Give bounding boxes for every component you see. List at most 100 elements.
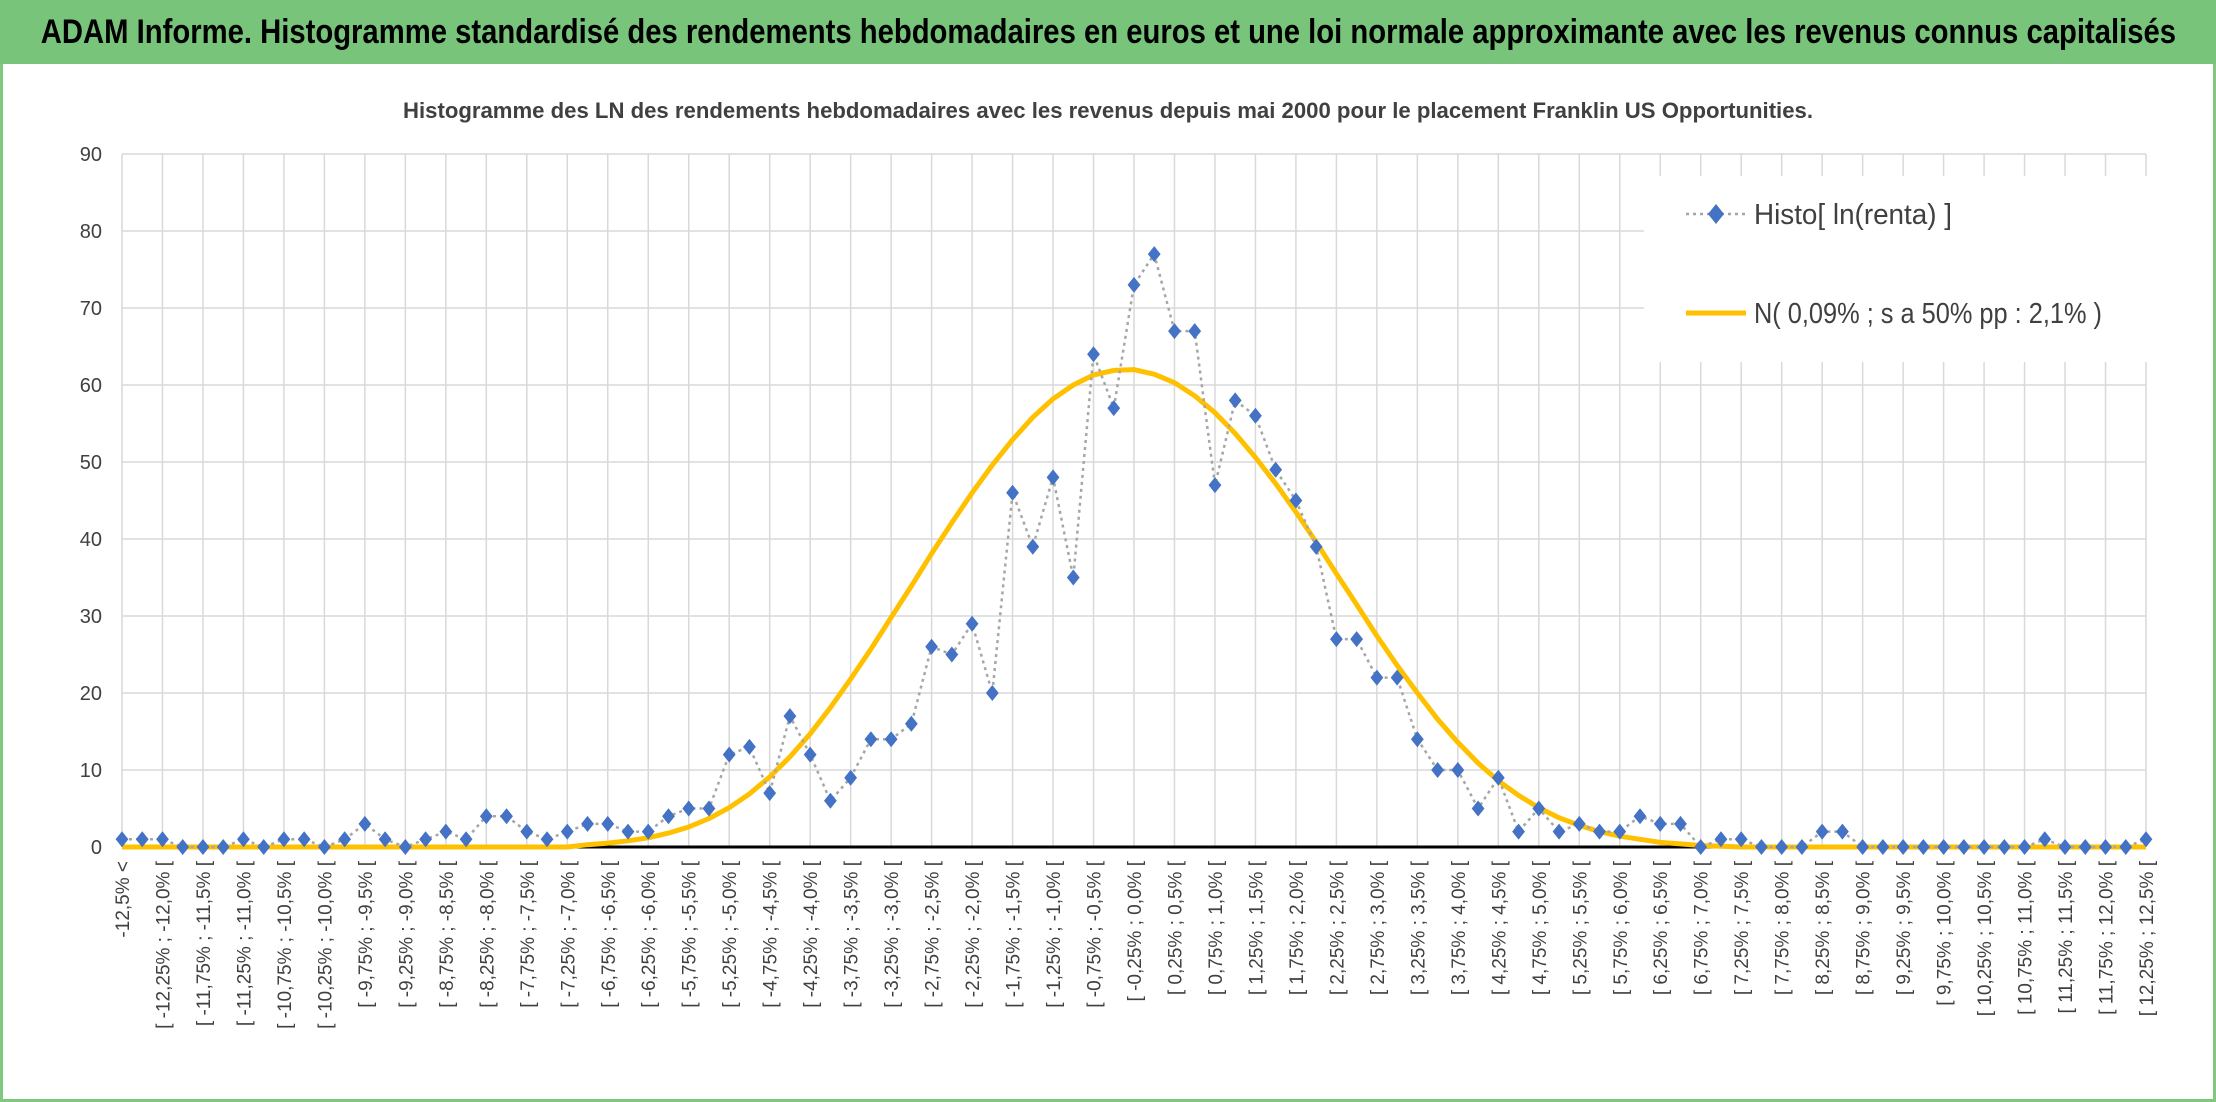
histogram-point (439, 823, 453, 840)
histogram-point (277, 831, 291, 848)
x-tick-label: [ 0,75% ; 1,0% [ (1206, 860, 1227, 995)
legend-background (1644, 176, 2164, 362)
x-tick-label: [ -6,25% ; -6,0% [ (639, 860, 660, 1008)
histogram-point (115, 831, 129, 848)
x-tick-label: [ -2,25% ; -2,0% [ (963, 860, 984, 1008)
y-tick-label: 30 (80, 606, 102, 628)
histogram-point (1006, 484, 1019, 501)
x-tick-label: [ 10,25% ; 10,5% [ (1975, 860, 1996, 1016)
histogram-point (2139, 831, 2153, 848)
histogram-point (1390, 669, 1404, 686)
histogram-point (844, 769, 858, 786)
histogram-point (1552, 823, 1566, 840)
series-area (115, 246, 2153, 855)
histogram-point (2078, 839, 2092, 855)
histogram-point (884, 731, 898, 748)
x-tick-label: [ 7,25% ; 7,5% [ (1732, 860, 1753, 995)
histogram-point (722, 746, 736, 763)
header-bar: ADAM Informe. Histogramme standardisé de… (0, 0, 2216, 64)
x-tick-label: [ -6,75% ; -6,5% [ (599, 860, 620, 1008)
histogram-point (358, 815, 372, 832)
histogram-point (1896, 839, 1910, 855)
x-tick-label: [ 5,75% ; 6,0% [ (1611, 860, 1632, 995)
histogram-point (1734, 831, 1748, 848)
histogram-point (763, 785, 777, 802)
x-tick-label: [ -3,25% ; -3,0% [ (882, 860, 903, 1008)
histogram-point (1046, 469, 1060, 486)
histogram-point (621, 823, 635, 840)
x-tick-label: [ -11,25% ; -11,0% [ (234, 860, 255, 1026)
x-tick-label: [ 6,25% ; 6,5% [ (1651, 860, 1672, 995)
x-tick-label: [ 1,25% ; 1,5% [ (1246, 860, 1267, 995)
histogram-point (196, 839, 210, 855)
histogram-point (2099, 839, 2112, 855)
histogram-point (1168, 323, 1181, 340)
histogram-point (1471, 800, 1485, 817)
x-tick-label: [ -5,25% ; -5,0% [ (720, 860, 741, 1008)
histogram-point (176, 839, 190, 855)
y-tick-label: 50 (80, 452, 102, 474)
x-tick-label: [ 1,75% ; 2,0% [ (1287, 860, 1308, 995)
y-tick-label: 60 (80, 375, 102, 397)
histogram-point (985, 685, 999, 701)
histogram-point (479, 808, 493, 825)
histogram-point (500, 808, 513, 825)
histogram-point (1249, 407, 1262, 424)
histogram-point (864, 731, 878, 748)
histogram-point (1087, 346, 1100, 363)
histogram-point (1593, 823, 1606, 840)
y-axis: 0 10 20 30 40 50 60 70 80 90 (80, 144, 102, 859)
histogram-point (1026, 538, 1040, 555)
histogram-point (803, 746, 817, 763)
x-tick-label: [ -9,75% ; -9,5% [ (356, 860, 377, 1008)
histogram-point (1208, 477, 1222, 494)
histogram-point (581, 815, 594, 832)
histogram-point (419, 831, 432, 848)
histogram-point (1309, 538, 1323, 555)
histogram-point (1795, 839, 1809, 855)
histogram-point (702, 800, 716, 817)
x-tick-label: [ -1,75% ; -1,5% [ (1004, 860, 1025, 1008)
histogram-point (1815, 823, 1829, 840)
histogram-point (1916, 839, 1930, 855)
x-tick-label: [ -12,25% ; -12,0% [ (153, 860, 174, 1029)
chart-title: Histogramme des LN des rendements hebdom… (403, 98, 1813, 123)
x-tick-label: [ 2,25% ; 2,5% [ (1327, 860, 1348, 995)
x-tick-label: [ 0,25% ; 0,5% [ (1165, 860, 1186, 995)
histogram-point (1370, 669, 1384, 686)
histogram-point (1957, 839, 1971, 855)
x-tick-label: [ -4,25% ; -4,0% [ (801, 860, 822, 1008)
x-tick-label: [ 9,75% ; 10,0% [ (1935, 860, 1956, 1005)
x-tick-label: [ -8,25% ; -8,0% [ (477, 860, 498, 1008)
histogram-point (1431, 762, 1444, 778)
histogram-point (1451, 762, 1465, 778)
histogram-point (1127, 276, 1141, 293)
x-tick-label: [ -0,75% ; -0,5% [ (1085, 860, 1106, 1008)
x-tick-label: [ -5,75% ; -5,5% [ (680, 860, 701, 1008)
x-tick-label: [ -11,75% ; -11,5% [ (194, 860, 215, 1026)
histogram-point (1350, 631, 1364, 648)
histogram-point (601, 815, 615, 832)
histogram-point (904, 715, 918, 732)
x-tick-label: [ 12,25% ; 12,5% [ (2137, 860, 2158, 1016)
histogram-point (641, 823, 655, 840)
histogram-chart: Histogramme des LN des rendements hebdom… (80, 98, 2164, 1029)
x-tick-label: [ 8,25% ; 8,5% [ (1813, 860, 1834, 995)
histogram-point (1188, 323, 1202, 340)
legend-label-normal: N( 0,09% ; s a 50% pp : 2,1% ) (1754, 298, 2102, 330)
x-tick-label: [ 11,75% ; 12,0% [ (2097, 860, 2118, 1015)
histogram-point (297, 831, 311, 848)
histogram-point (1674, 815, 1687, 832)
histogram-point (1633, 808, 1647, 825)
histogram-point (1775, 839, 1789, 855)
histogram-point (824, 792, 837, 809)
histogram-point (945, 646, 959, 663)
x-tick-label: [ -10,25% ; -10,0% [ (315, 860, 336, 1029)
x-tick-label: [ 9,25% ; 9,5% [ (1894, 860, 1915, 995)
legend-label-histogram: Histo[ ln(renta) ] (1754, 199, 1952, 231)
x-tick-label: [ -7,75% ; -7,5% [ (518, 860, 539, 1008)
x-tick-label: [ -2,75% ; -2,5% [ (923, 860, 944, 1008)
x-tick-label: [ 3,25% ; 3,5% [ (1408, 860, 1429, 995)
histogram-point (378, 831, 392, 848)
